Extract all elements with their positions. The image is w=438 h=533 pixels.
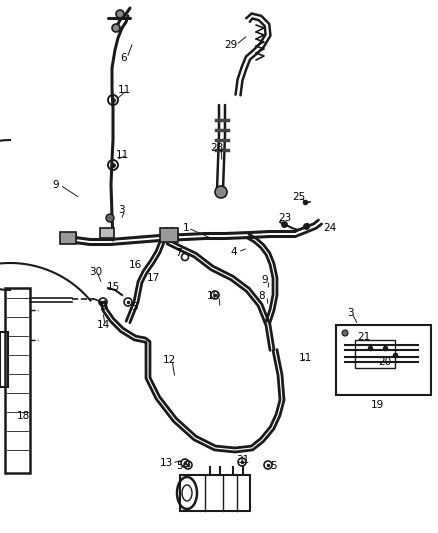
Text: 9: 9 — [52, 180, 59, 190]
Text: 5: 5 — [99, 302, 106, 312]
Text: 3: 3 — [118, 205, 125, 215]
Text: 20: 20 — [378, 357, 391, 367]
Circle shape — [112, 24, 120, 32]
Text: 2: 2 — [106, 230, 113, 240]
Bar — [180, 475, 250, 511]
Text: 17: 17 — [147, 273, 160, 283]
Text: 6: 6 — [120, 53, 127, 63]
Bar — [60, 232, 76, 244]
Bar — [355, 340, 395, 368]
Text: 22: 22 — [65, 232, 78, 242]
Circle shape — [215, 186, 227, 198]
Bar — [336, 325, 431, 395]
Text: 5: 5 — [176, 461, 183, 471]
Text: 7: 7 — [175, 248, 182, 258]
Text: 5: 5 — [131, 302, 138, 312]
Bar — [100, 228, 114, 238]
Text: 11: 11 — [116, 150, 129, 160]
Text: 11: 11 — [299, 353, 312, 363]
Text: 28: 28 — [210, 143, 223, 153]
Text: 8: 8 — [258, 291, 265, 301]
Text: 23: 23 — [278, 213, 291, 223]
Text: 21: 21 — [357, 332, 370, 342]
Text: 3: 3 — [347, 308, 353, 318]
Bar — [5, 288, 30, 473]
Circle shape — [116, 10, 124, 18]
Text: 22: 22 — [163, 227, 176, 237]
Text: 18: 18 — [17, 411, 30, 421]
Text: 4: 4 — [230, 247, 237, 257]
Text: 24: 24 — [323, 223, 336, 233]
Text: 10: 10 — [207, 291, 220, 301]
Text: 5: 5 — [270, 461, 277, 471]
Text: 25: 25 — [292, 192, 305, 202]
Text: 29: 29 — [224, 40, 237, 50]
Text: 11: 11 — [118, 85, 131, 95]
Circle shape — [342, 330, 348, 336]
Text: 13: 13 — [160, 458, 173, 468]
Circle shape — [106, 214, 114, 222]
Text: 12: 12 — [163, 355, 176, 365]
Text: 31: 31 — [236, 455, 249, 465]
Text: 1: 1 — [183, 223, 190, 233]
Text: 9: 9 — [261, 275, 268, 285]
Text: 14: 14 — [97, 320, 110, 330]
Bar — [160, 228, 178, 242]
Bar — [0, 332, 8, 387]
Text: 30: 30 — [89, 267, 102, 277]
Text: 15: 15 — [107, 282, 120, 292]
Text: 19: 19 — [371, 400, 384, 410]
Text: 16: 16 — [129, 260, 142, 270]
